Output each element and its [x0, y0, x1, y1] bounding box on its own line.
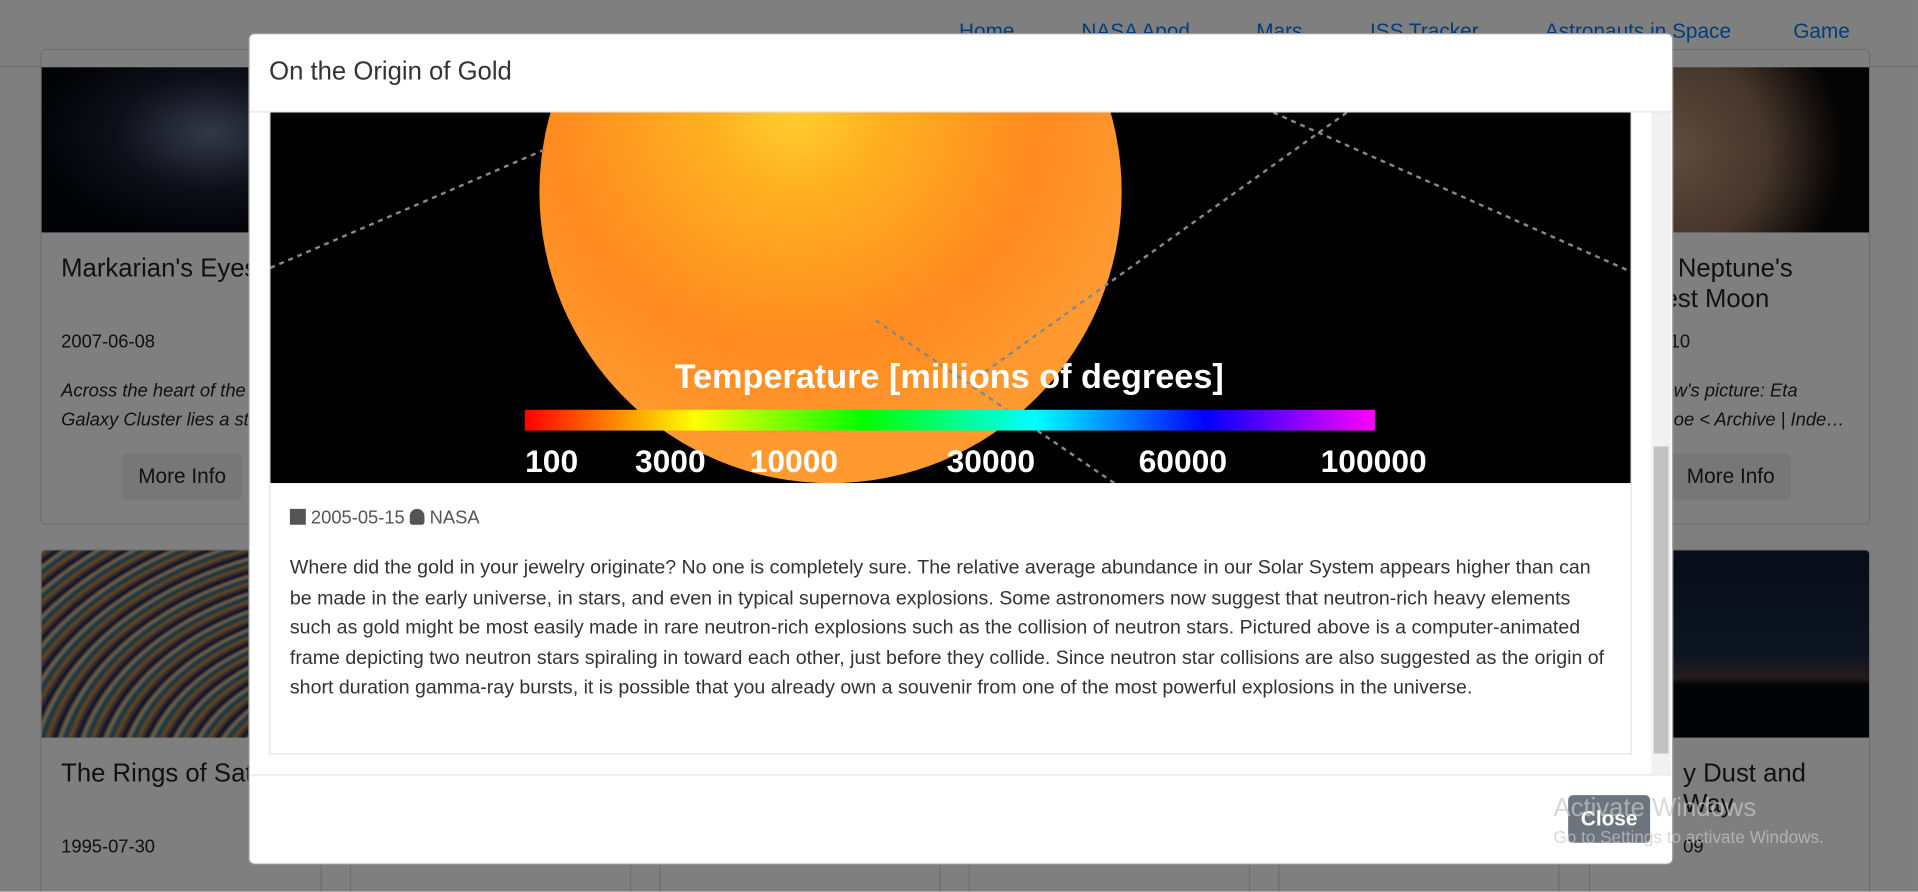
calendar-icon — [289, 508, 306, 525]
footer-divider — [249, 774, 1673, 776]
author: NASA — [429, 507, 480, 529]
scale-label: 100000 — [1321, 443, 1427, 479]
scrollbar-thumb[interactable] — [1653, 446, 1669, 754]
scale-label: 3000 — [635, 443, 706, 479]
modal-header: On the Origin of Gold — [249, 34, 1673, 113]
scale-label: 30000 — [947, 443, 1035, 479]
date: 2005-05-15 — [310, 507, 405, 529]
modal-title: On the Origin of Gold — [269, 57, 512, 86]
apod-image: Temperature [millions of degrees] 100 300… — [270, 112, 1631, 484]
user-icon — [409, 508, 425, 525]
meta: 2005-05-15 NASA — [289, 507, 480, 529]
scale-label: 60000 — [1139, 443, 1227, 479]
orbit-lines — [270, 112, 1631, 484]
watermark-subtitle: Go to Settings to activate Windows. — [1553, 826, 1824, 847]
close-button[interactable]: Close — [1568, 795, 1651, 843]
color-bar — [524, 409, 1375, 431]
modal-card: Temperature [millions of degrees] 100 300… — [269, 112, 1632, 755]
scale-label: 10000 — [750, 443, 838, 479]
scrollbar[interactable] — [1651, 112, 1671, 775]
description: Where did the gold in your jewelry origi… — [289, 557, 1605, 699]
image-caption: Temperature [millions of degrees] — [675, 358, 1224, 396]
watermark-title: Activate Windows — [1553, 793, 1757, 822]
star — [539, 112, 1122, 484]
scale-label: 100 — [525, 443, 578, 479]
modal: On the Origin of Gold Temperature [milli — [248, 33, 1674, 865]
